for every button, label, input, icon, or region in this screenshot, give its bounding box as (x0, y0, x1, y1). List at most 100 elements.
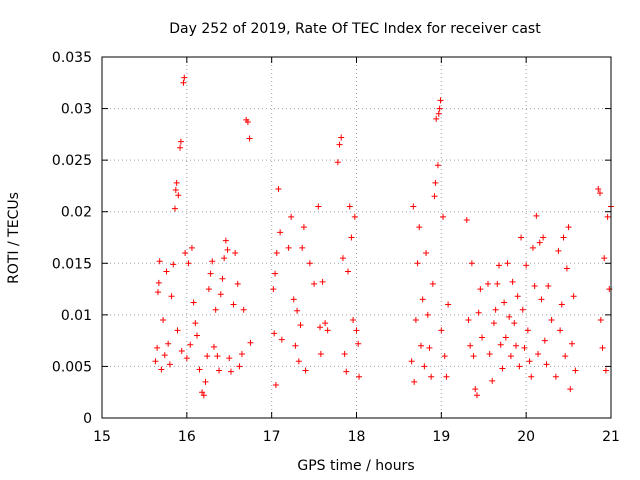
data-point (185, 260, 192, 267)
data-point (473, 392, 480, 399)
data-point (597, 317, 604, 324)
data-point (168, 293, 175, 300)
data-point (536, 239, 543, 246)
data-point (212, 306, 219, 313)
data-point (441, 353, 448, 360)
data-point (504, 260, 511, 267)
data-point (572, 367, 579, 374)
data-point (288, 213, 295, 220)
data-point (440, 213, 447, 220)
data-point (526, 358, 533, 365)
x-tick-labels: 15 16 17 18 19 20 21 (93, 429, 620, 445)
data-point (601, 255, 608, 262)
data-point (317, 324, 324, 331)
data-point (355, 340, 362, 347)
data-point (467, 342, 474, 349)
data-point (602, 367, 609, 374)
data-point (343, 368, 350, 375)
data-point (516, 363, 523, 370)
data-point (246, 135, 253, 142)
x-tick-label: 15 (93, 429, 111, 445)
grid-lines (102, 57, 611, 418)
data-point (423, 249, 430, 256)
data-point (437, 97, 444, 104)
data-point (411, 378, 418, 385)
data-point (336, 141, 343, 148)
data-point (271, 330, 278, 337)
data-point (272, 270, 279, 277)
data-point (187, 341, 194, 348)
data-point (538, 296, 545, 303)
data-point (161, 352, 168, 359)
data-point (435, 110, 442, 117)
data-point (432, 179, 439, 186)
data-point (192, 320, 199, 327)
data-point (502, 334, 509, 341)
data-point (207, 270, 214, 277)
data-point (507, 353, 514, 360)
data-point (356, 373, 363, 380)
data-point (170, 261, 177, 268)
data-point (171, 205, 178, 212)
data-point (419, 296, 426, 303)
data-point (509, 278, 516, 285)
data-point (479, 334, 486, 341)
data-point (204, 353, 211, 360)
data-point (226, 355, 233, 362)
data-point (497, 341, 504, 348)
data-point (339, 255, 346, 262)
data-point (529, 244, 536, 251)
data-point (324, 327, 331, 334)
data-point (160, 317, 167, 324)
data-point (311, 280, 318, 287)
data-point (247, 339, 254, 346)
data-point (348, 234, 355, 241)
data-point (523, 262, 530, 269)
data-point (163, 268, 170, 275)
data-point (424, 311, 431, 318)
data-point (165, 340, 172, 347)
data-point (558, 301, 565, 308)
data-point (501, 299, 508, 306)
x-tick-label: 20 (517, 429, 535, 445)
y-tick-label: 0.015 (52, 256, 92, 272)
data-point (219, 275, 226, 282)
data-point (334, 159, 341, 166)
data-point (222, 237, 229, 244)
data-point (319, 278, 326, 285)
data-point (158, 366, 165, 373)
data-point (410, 203, 417, 210)
data-point (421, 363, 428, 370)
data-point (209, 258, 216, 265)
data-point (205, 286, 212, 293)
data-point (338, 134, 345, 141)
data-point (563, 265, 570, 272)
data-point (445, 301, 452, 308)
data-point (475, 309, 482, 316)
data-point (345, 268, 352, 275)
data-point (166, 361, 173, 368)
data-point (492, 306, 499, 313)
data-point (543, 361, 550, 368)
data-point (412, 317, 419, 324)
data-point (565, 224, 572, 231)
data-point (350, 317, 357, 324)
data-point (181, 74, 188, 81)
data-point (567, 386, 574, 393)
data-point (595, 186, 602, 193)
data-point (489, 377, 496, 384)
data-point (199, 389, 206, 396)
data-point (472, 386, 479, 393)
data-point (506, 313, 513, 320)
y-tick-label: 0.005 (52, 359, 92, 375)
data-point (315, 203, 322, 210)
data-point (238, 351, 245, 358)
data-point (486, 351, 493, 358)
data-point (426, 344, 433, 351)
data-point (555, 247, 562, 254)
data-point (154, 289, 161, 296)
axis-ticks (101, 56, 612, 419)
data-point (244, 118, 251, 125)
data-point (173, 179, 180, 186)
data-point (568, 340, 575, 347)
